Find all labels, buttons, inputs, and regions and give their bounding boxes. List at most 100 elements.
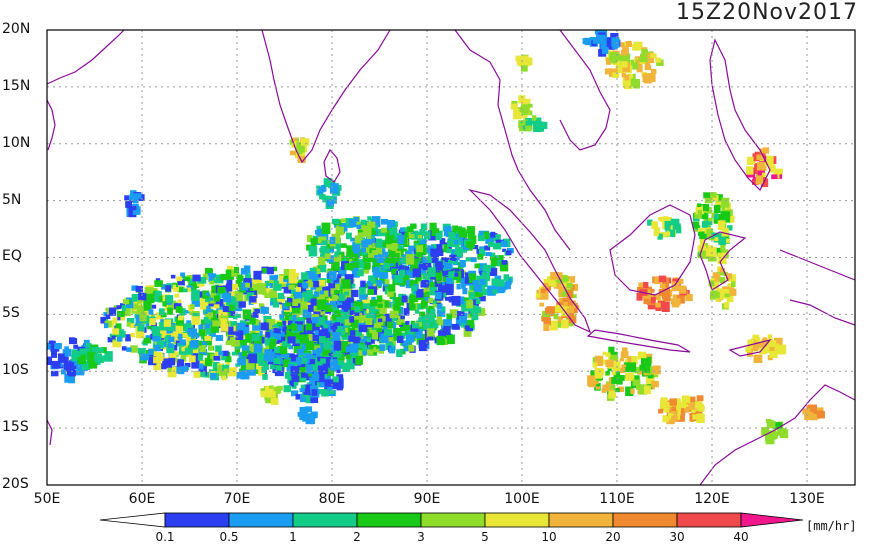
rain-cell — [244, 273, 251, 280]
rain-cell — [301, 286, 307, 293]
rain-cell — [364, 284, 370, 289]
rain-cell — [620, 49, 628, 56]
rain-cell — [225, 361, 230, 366]
rain-cell — [501, 260, 508, 265]
rain-cell — [357, 341, 366, 348]
rain-cell — [760, 178, 769, 188]
rain-cell — [91, 347, 100, 354]
rain-cell — [707, 246, 717, 257]
rain-cell — [310, 238, 318, 244]
rain-cell — [319, 377, 329, 388]
rain-cell — [189, 355, 196, 363]
rain-cell — [644, 62, 651, 67]
rain-cell — [652, 365, 661, 375]
rain-cell — [230, 311, 236, 316]
rain-cell — [409, 293, 419, 303]
rain-cell — [678, 285, 687, 294]
rain-cell — [241, 326, 250, 336]
rain-cell — [626, 41, 633, 47]
rain-cell — [299, 406, 307, 415]
rain-cell — [136, 305, 144, 314]
rain-cell — [296, 298, 302, 304]
rain-cell — [643, 281, 649, 288]
rain-cell — [299, 367, 308, 375]
rain-cell — [555, 272, 563, 280]
rain-cell — [366, 330, 374, 338]
rain-cell — [321, 222, 331, 234]
rain-cell — [69, 337, 76, 345]
rain-cell — [568, 313, 574, 320]
rain-cell — [307, 278, 315, 288]
rain-cell — [227, 266, 234, 271]
rain-cell — [636, 292, 643, 301]
rain-cell — [594, 30, 601, 35]
coast-philippines — [709, 38, 771, 192]
rain-cell — [430, 281, 435, 288]
rain-cell — [655, 302, 661, 308]
rain-cell — [186, 287, 191, 293]
rain-cell — [184, 348, 193, 355]
rain-cell — [659, 283, 666, 289]
rain-cell — [643, 294, 651, 305]
rain-cell — [376, 279, 383, 287]
rain-cell — [641, 49, 648, 56]
rain-cell — [756, 162, 765, 171]
rain-cell — [135, 315, 143, 324]
rain-cell — [605, 371, 610, 375]
rain-cell — [319, 290, 324, 295]
rain-cell — [460, 277, 468, 285]
rain-cell — [285, 300, 292, 307]
rain-cell — [363, 335, 369, 342]
rain-cell — [443, 326, 451, 335]
rain-cell — [485, 252, 492, 257]
rain-cell — [510, 103, 518, 110]
rain-cell — [316, 299, 326, 310]
rain-cell — [394, 297, 402, 305]
rain-cell — [461, 284, 466, 289]
rain-cell — [158, 363, 167, 370]
rain-cell — [324, 379, 334, 387]
rain-cell — [670, 218, 680, 226]
rain-cell — [324, 384, 330, 391]
rain-cell — [697, 210, 702, 215]
rain-cell — [447, 240, 453, 247]
rain-cell — [199, 360, 206, 366]
rain-cell — [323, 178, 332, 186]
rain-cell — [308, 359, 316, 366]
rain-cell — [57, 353, 65, 361]
rain-cell — [109, 307, 117, 316]
rain-cell — [755, 175, 763, 185]
rain-cell — [273, 328, 278, 333]
rain-cell — [380, 227, 387, 233]
rain-cell — [606, 37, 616, 49]
rain-cell — [279, 346, 288, 355]
rain-cell — [459, 260, 466, 268]
rain-cell — [328, 349, 335, 357]
rain-cell — [273, 280, 282, 291]
rain-cell — [584, 37, 591, 46]
rain-cell — [180, 354, 187, 362]
rain-cell — [354, 315, 360, 322]
rain-cell — [757, 172, 765, 177]
rain-cell — [698, 228, 703, 232]
rain-cell — [319, 365, 328, 375]
rain-cell — [420, 280, 429, 288]
rain-cell — [199, 302, 209, 310]
rain-cell — [320, 290, 329, 297]
rain-cell — [604, 68, 610, 75]
rain-cell — [429, 222, 437, 231]
rain-cell — [295, 295, 303, 301]
rain-cell — [475, 298, 481, 304]
rain-cell — [662, 415, 669, 423]
rain-cell — [202, 273, 208, 281]
rain-cell — [402, 340, 410, 347]
rain-cell — [653, 229, 659, 237]
rain-cell — [120, 314, 126, 321]
rain-cell — [320, 358, 326, 364]
rain-cell — [605, 359, 614, 368]
rain-cell — [333, 340, 342, 351]
rain-cell — [561, 319, 569, 329]
rain-cell — [229, 337, 237, 344]
rain-cell — [302, 283, 309, 289]
rain-cell — [37, 358, 43, 365]
